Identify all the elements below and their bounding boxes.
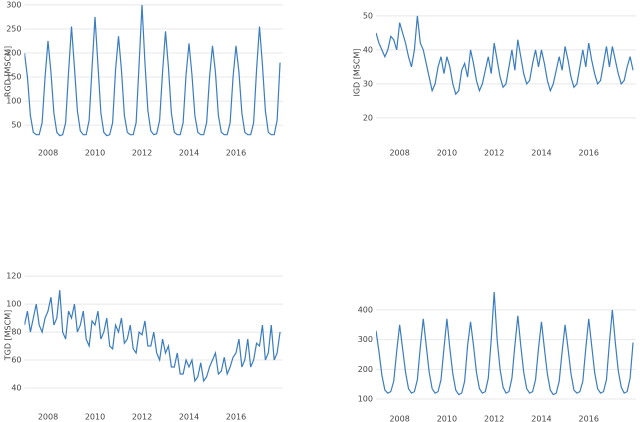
x-tick-label: 2016 [226,149,246,158]
x-tick-label: 2016 [579,415,599,422]
x-tick-label: 2014 [179,413,199,422]
x-tick-label: 2008 [389,149,409,158]
x-tick-label: 2012 [484,149,504,158]
data-line [376,292,634,396]
x-tick-label: 2008 [38,413,58,422]
x-tick-label: 2010 [437,415,457,422]
subplot: 20 30 40 50 2008 2010 2012 2014 2016 IGD [MSCM] [353,11,636,158]
x-tick-label: 2012 [484,415,504,422]
data-line [376,15,634,96]
y-tick-label: 60 [11,356,21,365]
y-tick-label: 100 [6,300,21,309]
x-tick-label: 2016 [579,149,599,158]
y-tick-label: 80 [11,328,21,337]
subplot: 50 100 150 200 250 300 2008 2010 2012 2014 2016 RGD… [4,0,283,158]
y-axis-title: TGD [MSCM] [4,310,13,362]
y-tick-label: 20 [363,113,373,122]
x-tick-label: 2008 [38,149,58,158]
y-tick-label: 250 [6,24,21,33]
x-tick-label: 2014 [531,415,551,422]
x-tick-label: 2010 [85,149,105,158]
y-tick-label: 200 [6,48,21,57]
y-tick-label: 120 [6,272,21,281]
x-tick-label: 2010 [437,149,457,158]
x-tick-label: 2010 [85,413,105,422]
x-tick-label: 2012 [132,413,152,422]
subplot: 40 60 80 100 120 2008 2010 2012 2014 2016 TGD [MSC… [4,272,283,422]
data-line [24,4,281,137]
y-tick-label: 40 [11,383,21,392]
x-tick-label: 2014 [179,149,199,158]
y-tick-label: 200 [358,365,373,374]
y-tick-label: 30 [363,79,373,88]
y-tick-label: 150 [6,73,21,82]
y-axis-title: RGD [MSCM] [4,46,13,97]
y-tick-label: 50 [11,121,21,130]
y-tick-label: 400 [358,305,373,314]
subplot: 100 200 300 400 2008 2010 2012 2014 2016 [358,292,636,422]
x-tick-label: 2016 [226,413,246,422]
y-tick-label: 100 [6,97,21,106]
y-tick-label: 50 [363,11,373,20]
x-tick-label: 2008 [389,415,409,422]
x-tick-label: 2014 [531,149,551,158]
y-tick-label: 300 [6,0,21,9]
y-tick-label: 100 [358,395,373,404]
y-tick-label: 40 [363,45,373,54]
y-tick-label: 300 [358,335,373,344]
x-tick-label: 2012 [132,149,152,158]
data-line [24,290,281,383]
y-axis-title: IGD [MSCM] [353,49,362,97]
